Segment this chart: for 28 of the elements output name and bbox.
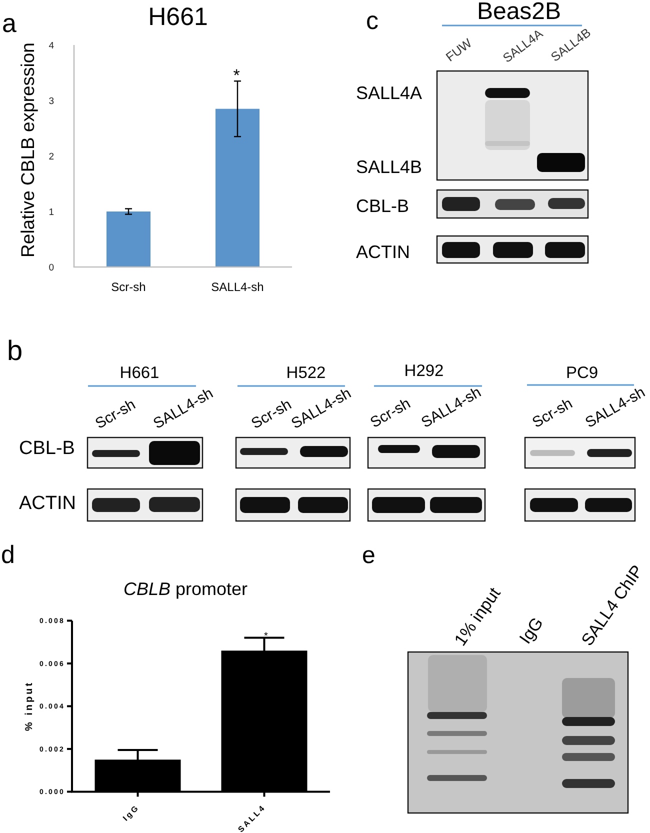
text: b bbox=[7, 335, 23, 366]
text: e bbox=[362, 542, 376, 569]
text: PC9 bbox=[566, 364, 598, 382]
text: H292 bbox=[404, 362, 444, 380]
text: CBL-B bbox=[19, 438, 75, 459]
text: H661 bbox=[120, 364, 160, 382]
y-axis-title: % input bbox=[24, 680, 35, 732]
chart-title: CBLB promoter bbox=[123, 579, 248, 599]
text: CBL-B bbox=[356, 196, 410, 216]
y-axis-title: Relative CBLB expression bbox=[17, 42, 38, 258]
y-tick-label: 4 bbox=[48, 40, 54, 52]
y-tick-label: 3 bbox=[48, 96, 54, 107]
text: a bbox=[2, 8, 17, 38]
text: SALL4B bbox=[356, 157, 422, 177]
y-tick-label: 2 bbox=[48, 151, 54, 162]
text: d bbox=[1, 541, 15, 569]
text: SALL4A bbox=[356, 83, 422, 103]
y-tick-label: 0 bbox=[48, 262, 54, 274]
text: Beas2B bbox=[476, 0, 562, 25]
text: c bbox=[366, 7, 378, 35]
annotation: * bbox=[233, 66, 240, 85]
text: IgG bbox=[516, 614, 547, 648]
text: ACTIN bbox=[356, 242, 410, 262]
text: ACTIN bbox=[19, 493, 76, 514]
text: H522 bbox=[286, 364, 326, 382]
annotation: * bbox=[264, 631, 268, 642]
y-tick-label: 1 bbox=[48, 206, 54, 218]
chart-title: H661 bbox=[148, 3, 208, 31]
